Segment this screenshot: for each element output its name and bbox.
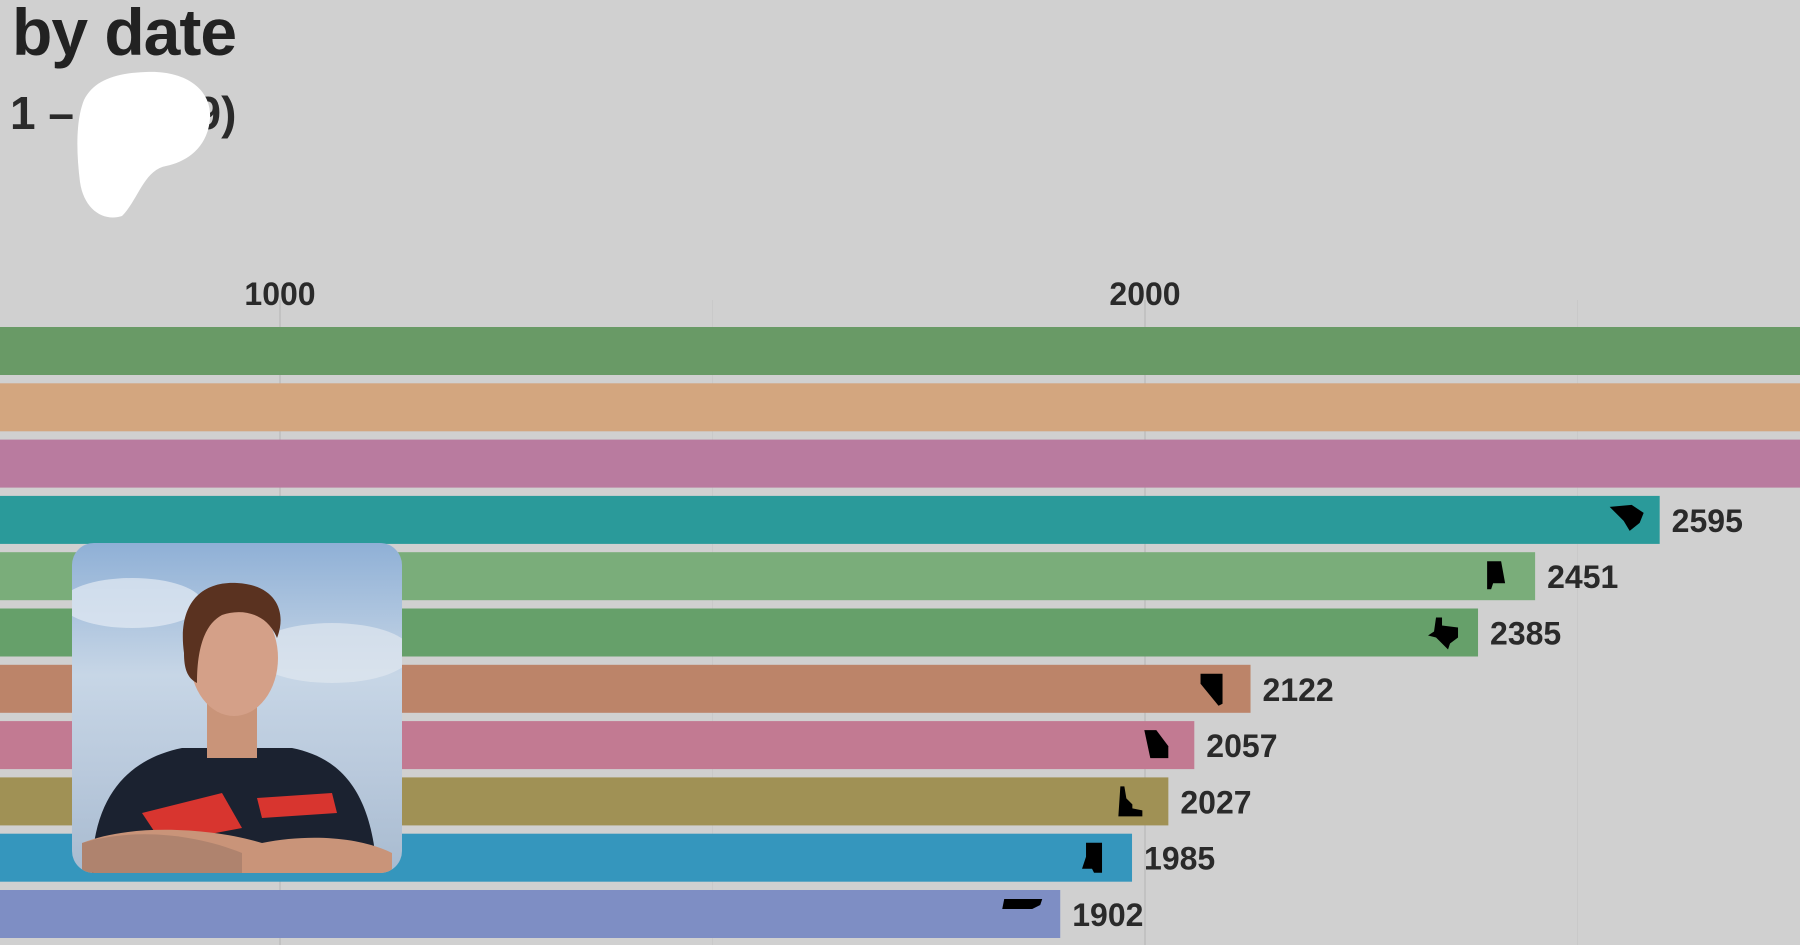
- bar-value-label: 2595: [1672, 503, 1743, 539]
- idaho-icon: [1118, 786, 1143, 817]
- x-tick-label: 1000: [244, 276, 315, 312]
- bar: [0, 383, 1800, 432]
- person-image: [72, 578, 402, 873]
- alabama-icon: [1487, 561, 1506, 590]
- bar-value-label: 2385: [1490, 616, 1561, 652]
- bar: [0, 890, 1061, 938]
- redaction-blob: [77, 71, 211, 218]
- bar-value-label: 1902: [1072, 897, 1143, 933]
- tennessee-icon: [1002, 899, 1043, 909]
- bar-value-label: 2027: [1180, 784, 1251, 820]
- texas-icon: [1428, 617, 1459, 650]
- mississippi-icon: [1082, 842, 1103, 873]
- south-carolina-icon: [1609, 504, 1644, 531]
- bar: [0, 495, 1660, 544]
- bar-value-label: 2057: [1206, 728, 1277, 764]
- subtitle-start: 1 –: [10, 87, 74, 139]
- bar: [0, 327, 1800, 375]
- bar-value-label: 2451: [1547, 559, 1618, 595]
- georgia-icon: [1144, 730, 1169, 759]
- bar-value-label: 2122: [1263, 672, 1334, 708]
- bar-value-label: 1985: [1144, 841, 1215, 877]
- x-tick-label: 2000: [1109, 276, 1180, 312]
- bar: [0, 439, 1800, 488]
- presenter-photo: [72, 543, 402, 873]
- nevada-icon: [1200, 673, 1223, 706]
- chart-title: by date: [12, 0, 237, 69]
